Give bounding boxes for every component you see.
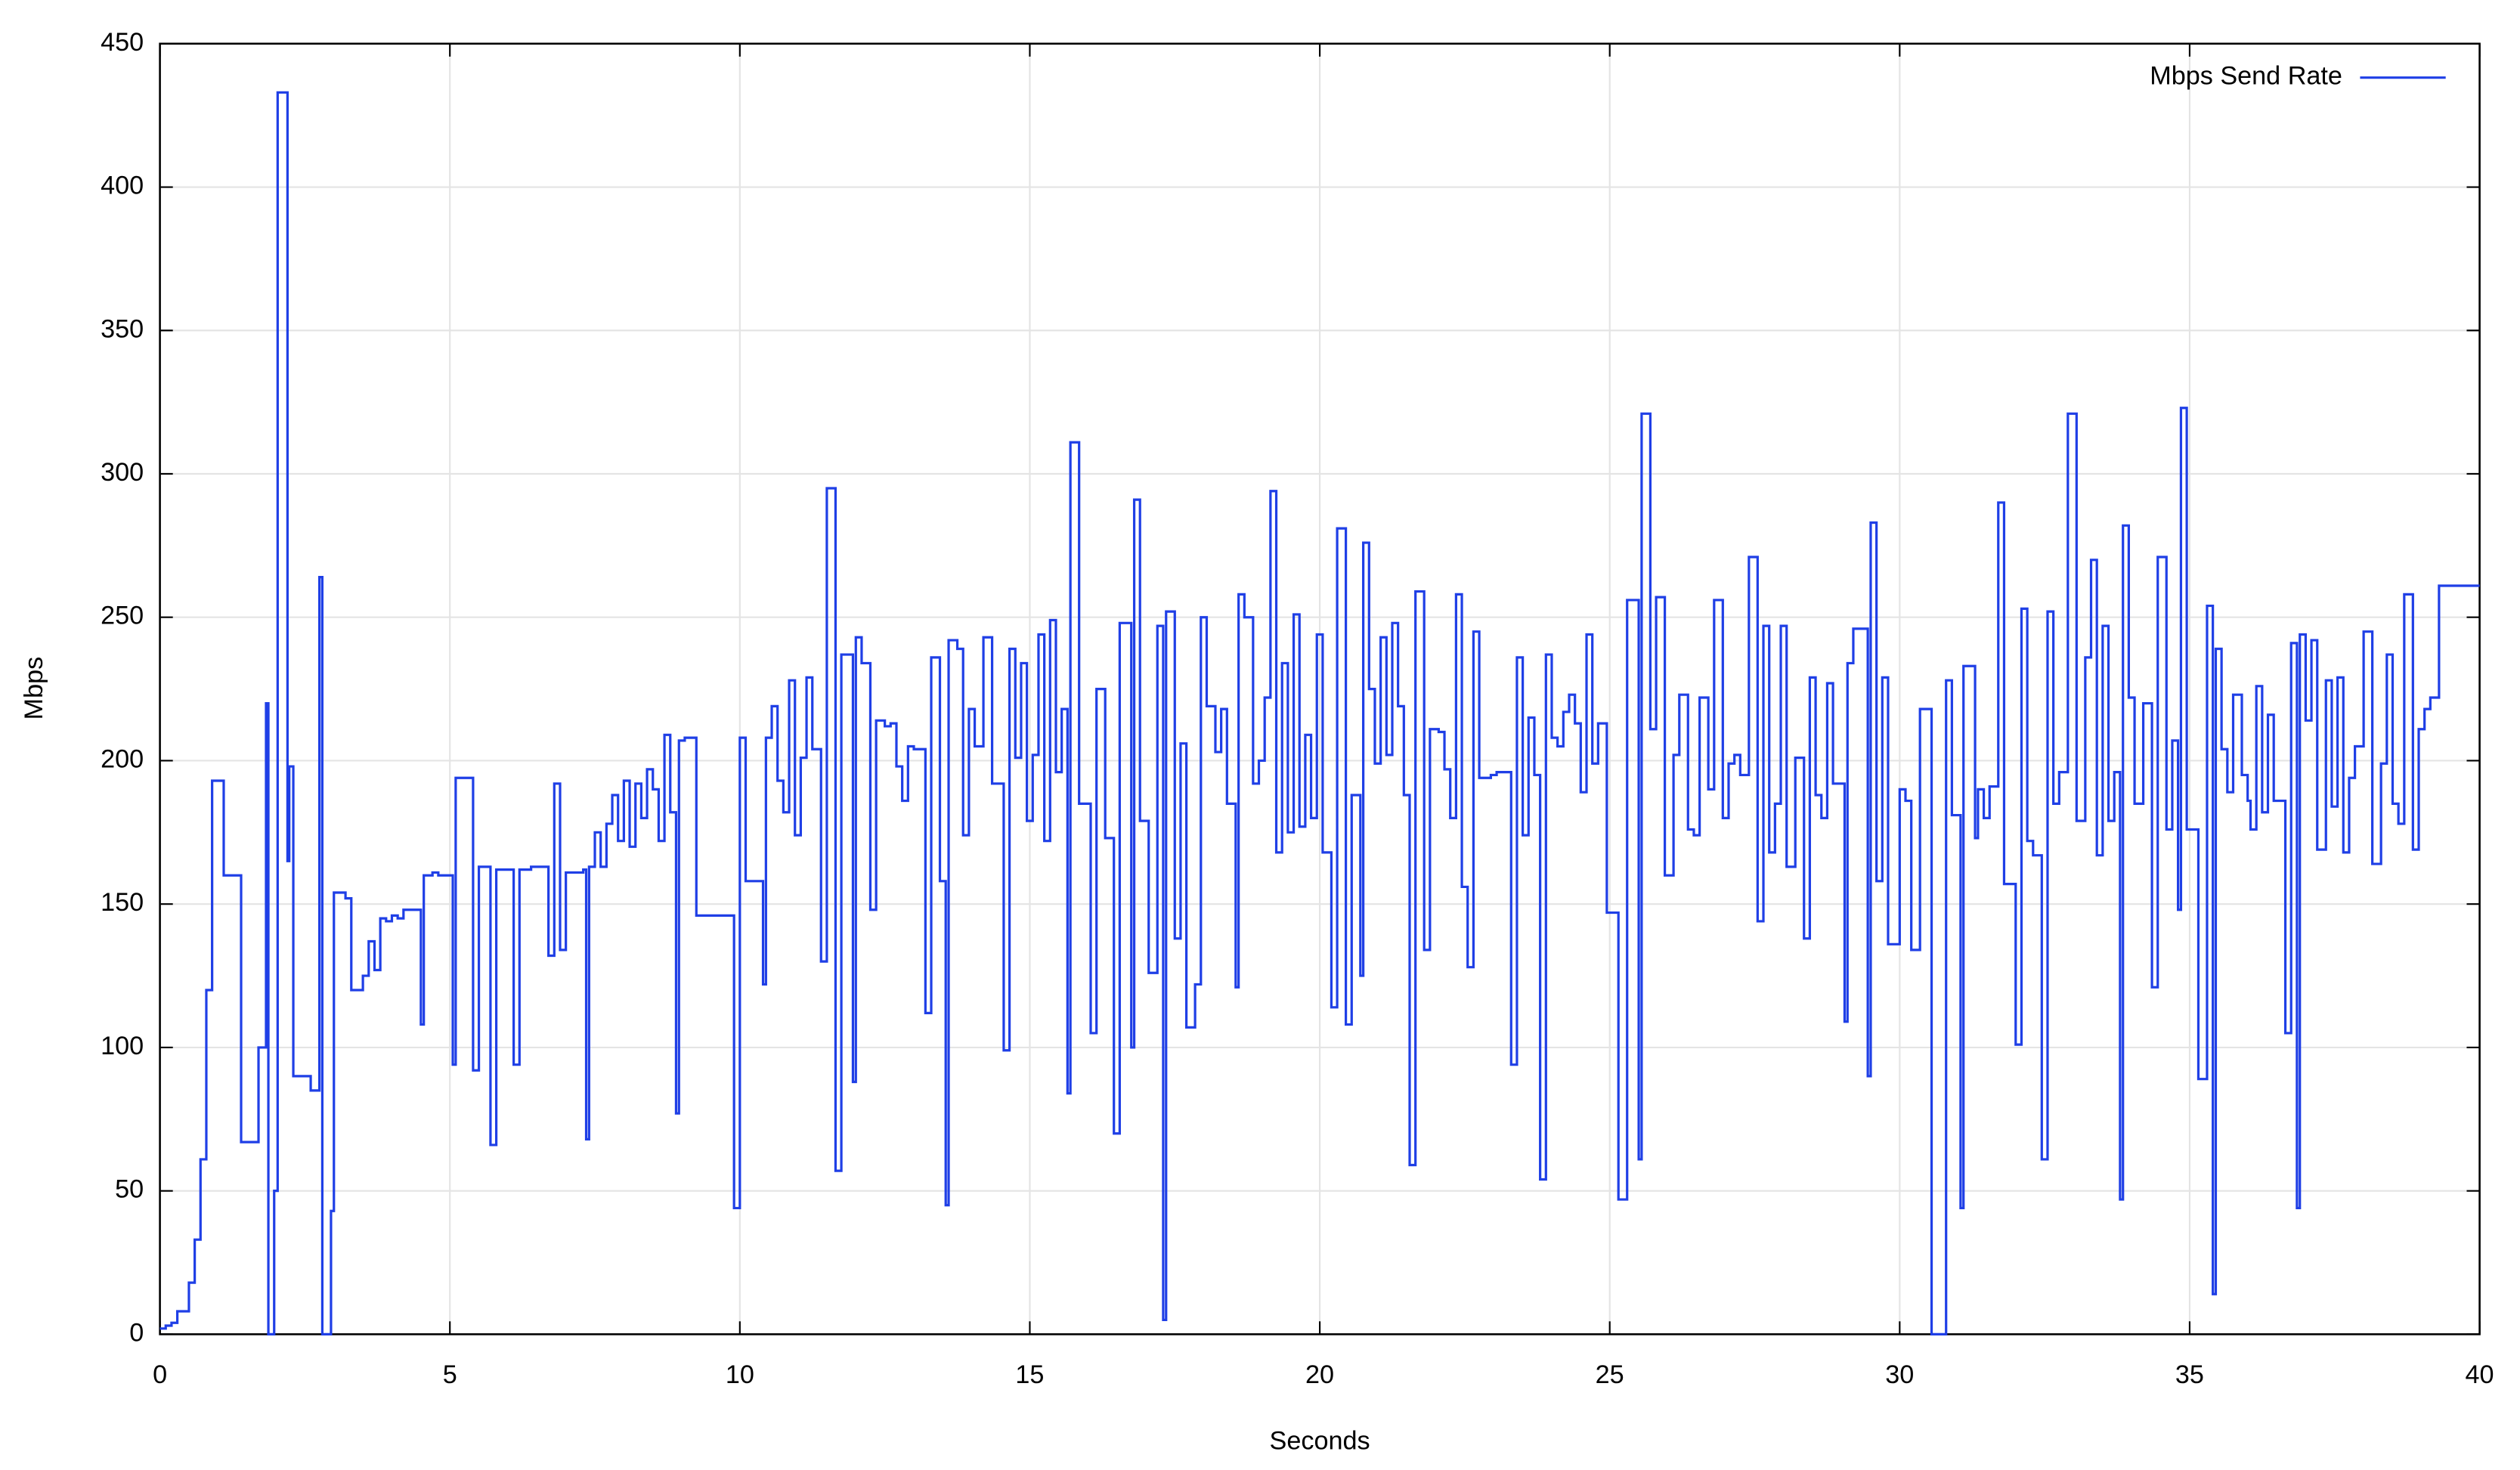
y-tick-label: 300: [101, 458, 144, 487]
x-tick-label: 15: [1015, 1360, 1044, 1389]
x-tick-label: 10: [726, 1360, 754, 1389]
plot-frame: [159, 42, 2481, 1335]
x-tick-label: 20: [1305, 1360, 1334, 1389]
y-tick-label: 350: [101, 314, 144, 343]
x-tick-label: 30: [1885, 1360, 1914, 1389]
y-tick-label: 450: [101, 28, 144, 57]
legend-label: Mbps Send Rate: [2150, 62, 2342, 91]
data-line: [159, 91, 2480, 1335]
y-tick-label: 0: [129, 1318, 144, 1347]
y-axis-label: Mbps: [20, 657, 48, 720]
y-tick-label: 50: [115, 1175, 144, 1204]
x-tick-label: 25: [1596, 1360, 1624, 1389]
x-tick-label: 0: [153, 1360, 167, 1389]
y-tick-label: 250: [101, 602, 144, 630]
y-tick-label: 150: [101, 888, 144, 917]
x-axis-label: Seconds: [1270, 1427, 1370, 1456]
x-tick-label: 35: [2175, 1360, 2204, 1389]
y-tick-label: 100: [101, 1032, 144, 1060]
y-tick-label: 200: [101, 744, 144, 773]
x-tick-label: 40: [2466, 1360, 2494, 1389]
y-tick-label: 400: [101, 172, 144, 200]
x-tick-label: 5: [443, 1360, 457, 1389]
